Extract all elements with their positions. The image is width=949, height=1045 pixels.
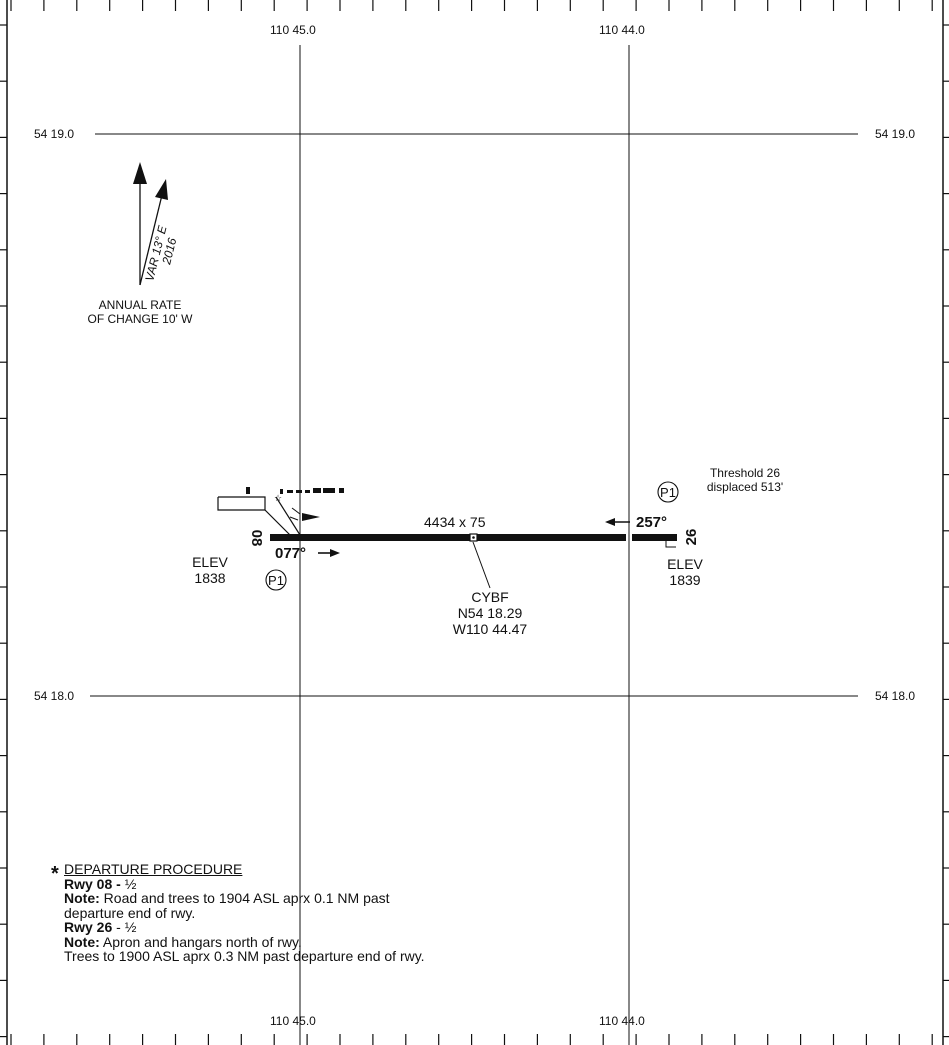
lon-label-top-east: 110 44.0 — [599, 23, 645, 37]
airport-info: CYBF N54 18.29 W110 44.47 — [430, 589, 550, 637]
annual-rate-text: ANNUAL RATE OF CHANGE 10' W — [87, 298, 193, 326]
lat-label-left-19: 54 19.0 — [34, 127, 75, 141]
heading-arrow-257 — [605, 518, 630, 526]
runway-08-26 — [270, 533, 677, 548]
heading-arrow-077 — [318, 549, 340, 557]
p1-symbol-east: P1 — [657, 481, 679, 503]
grid-lines — [90, 45, 858, 1045]
lat-label-right-18: 54 18.0 — [875, 689, 916, 703]
beacon-star-icon: ☆ — [274, 493, 282, 503]
airport-ident: CYBF — [471, 589, 509, 605]
departure-title: DEPARTURE PROCEDURE — [64, 861, 243, 877]
threshold-note: Threshold 26 displaced 513' — [706, 466, 784, 494]
runway-number-26: 26 — [683, 529, 700, 546]
airport-lon: W110 44.47 — [452, 621, 528, 637]
p1-symbol-west: P1 — [265, 569, 287, 591]
runway-number-08: 08 — [248, 530, 265, 547]
runway-dimensions: 4434 x 75 — [424, 514, 486, 530]
lon-label-bottom-west: 110 45.0 — [270, 1014, 316, 1028]
departure-procedure: DEPARTURE PROCEDURE Rwy 08 - ½ Note: Roa… — [64, 861, 425, 964]
lon-label-top-west: 110 45.0 — [270, 23, 316, 37]
lat-label-left-18: 54 18.0 — [34, 689, 75, 703]
heading-077: 077° — [275, 545, 307, 562]
arp-leader-line — [472, 541, 491, 589]
magnetic-year-label: 2016 — [159, 236, 179, 267]
heading-257: 257° — [636, 514, 668, 531]
departure-star-icon: * — [51, 863, 59, 885]
svg-text:P1: P1 — [268, 573, 284, 588]
lon-label-bottom-east: 110 44.0 — [599, 1014, 645, 1028]
lat-label-right-19: 54 19.0 — [875, 127, 916, 141]
buildings — [246, 487, 344, 494]
windsock-icon — [289, 507, 320, 521]
north-arrow-true — [133, 162, 147, 285]
airport-lat: N54 18.29 — [457, 605, 523, 621]
north-arrow-magnetic — [139, 179, 168, 286]
elevation-west: ELEV 1838 — [192, 554, 228, 586]
elevation-east: ELEV 1839 — [667, 556, 703, 588]
apron — [217, 496, 301, 536]
svg-text:P1: P1 — [660, 485, 676, 500]
